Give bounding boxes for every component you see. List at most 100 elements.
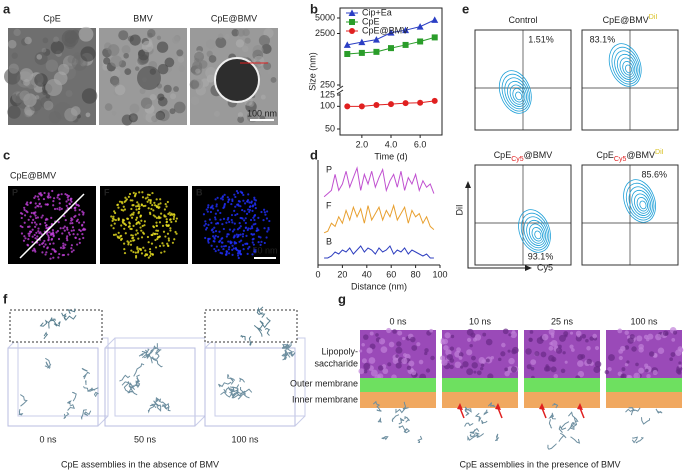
signal <box>71 226 75 229</box>
signal <box>113 218 116 221</box>
x-tick-label: 40 <box>362 269 372 279</box>
molecule <box>229 377 236 385</box>
signal <box>248 210 251 214</box>
signal <box>225 235 228 238</box>
lps-texture <box>646 374 651 379</box>
signal <box>130 249 133 252</box>
signal <box>237 256 240 260</box>
lps-texture <box>525 348 532 355</box>
signal <box>72 233 75 236</box>
molecule <box>151 352 160 360</box>
lps-texture <box>678 361 682 365</box>
signal <box>144 204 147 207</box>
signal <box>70 229 73 232</box>
lps-texture <box>370 369 378 377</box>
lps-texture <box>359 349 363 353</box>
signal <box>23 214 27 217</box>
signal <box>36 195 40 198</box>
panel-label: b <box>310 1 318 16</box>
signal <box>27 232 30 235</box>
signal <box>137 203 140 206</box>
lps-texture <box>638 367 645 374</box>
mapping-title: CpE@BMV <box>10 170 56 180</box>
signal <box>136 247 139 251</box>
signal <box>123 248 126 251</box>
signal <box>42 197 46 201</box>
layer-label: saccharide <box>314 358 358 368</box>
contour <box>515 91 523 101</box>
lps-texture <box>500 351 506 357</box>
signal <box>113 222 116 225</box>
signal <box>209 210 213 214</box>
signal <box>41 214 44 217</box>
signal <box>223 193 226 196</box>
signal <box>234 247 238 250</box>
marker <box>373 101 380 108</box>
lps-texture <box>670 352 676 357</box>
lps-texture <box>446 354 453 361</box>
lps-texture <box>382 368 389 375</box>
signal <box>202 213 206 216</box>
signal <box>139 247 142 251</box>
signal <box>50 216 53 219</box>
signal <box>217 249 220 252</box>
lps-texture <box>375 333 379 337</box>
sim-box <box>17 337 109 417</box>
contour <box>616 53 637 80</box>
edge <box>97 415 109 427</box>
marker <box>417 38 424 45</box>
legend-label: CpE <box>362 16 380 26</box>
signal <box>57 221 60 224</box>
lps-texture <box>569 331 574 335</box>
signal <box>62 244 65 248</box>
signal <box>236 212 239 216</box>
signal <box>31 235 34 238</box>
molecule <box>235 388 253 397</box>
signal <box>138 191 141 194</box>
signal <box>150 207 153 211</box>
signal <box>213 247 216 251</box>
signal <box>70 200 73 203</box>
signal <box>249 227 252 230</box>
x-tick-label: 2.0 <box>356 139 369 149</box>
contour <box>639 200 647 210</box>
signal <box>214 250 217 253</box>
lps-texture <box>408 360 415 367</box>
signal <box>149 199 152 202</box>
signal <box>247 247 250 250</box>
lps-texture <box>593 366 601 374</box>
signal <box>129 214 132 217</box>
signal <box>40 216 43 219</box>
signal <box>172 215 176 218</box>
lps-texture <box>485 358 490 363</box>
contour <box>509 84 526 105</box>
molecule <box>376 409 382 412</box>
lps-texture <box>631 346 637 352</box>
signal <box>121 221 125 224</box>
signal <box>138 207 141 210</box>
signal <box>135 218 138 221</box>
texture <box>85 112 91 118</box>
signal <box>165 221 168 224</box>
signal <box>33 212 36 215</box>
signal <box>232 247 235 250</box>
signal <box>56 229 60 233</box>
signal <box>47 192 50 195</box>
signal <box>253 196 256 199</box>
legend-label: Cip+Ea <box>362 7 392 17</box>
molecule <box>398 425 406 431</box>
signal <box>27 218 30 221</box>
signal <box>219 197 223 200</box>
signal <box>206 210 209 213</box>
texture <box>218 33 224 39</box>
percentage: 85.6% <box>642 169 668 179</box>
signal <box>58 202 61 205</box>
signal <box>167 224 170 227</box>
texture <box>34 73 48 87</box>
signal <box>64 243 67 246</box>
x-tick-label: 60 <box>386 269 396 279</box>
texture <box>205 39 216 49</box>
signal <box>52 234 55 237</box>
signal <box>44 243 47 246</box>
texture <box>263 62 272 70</box>
